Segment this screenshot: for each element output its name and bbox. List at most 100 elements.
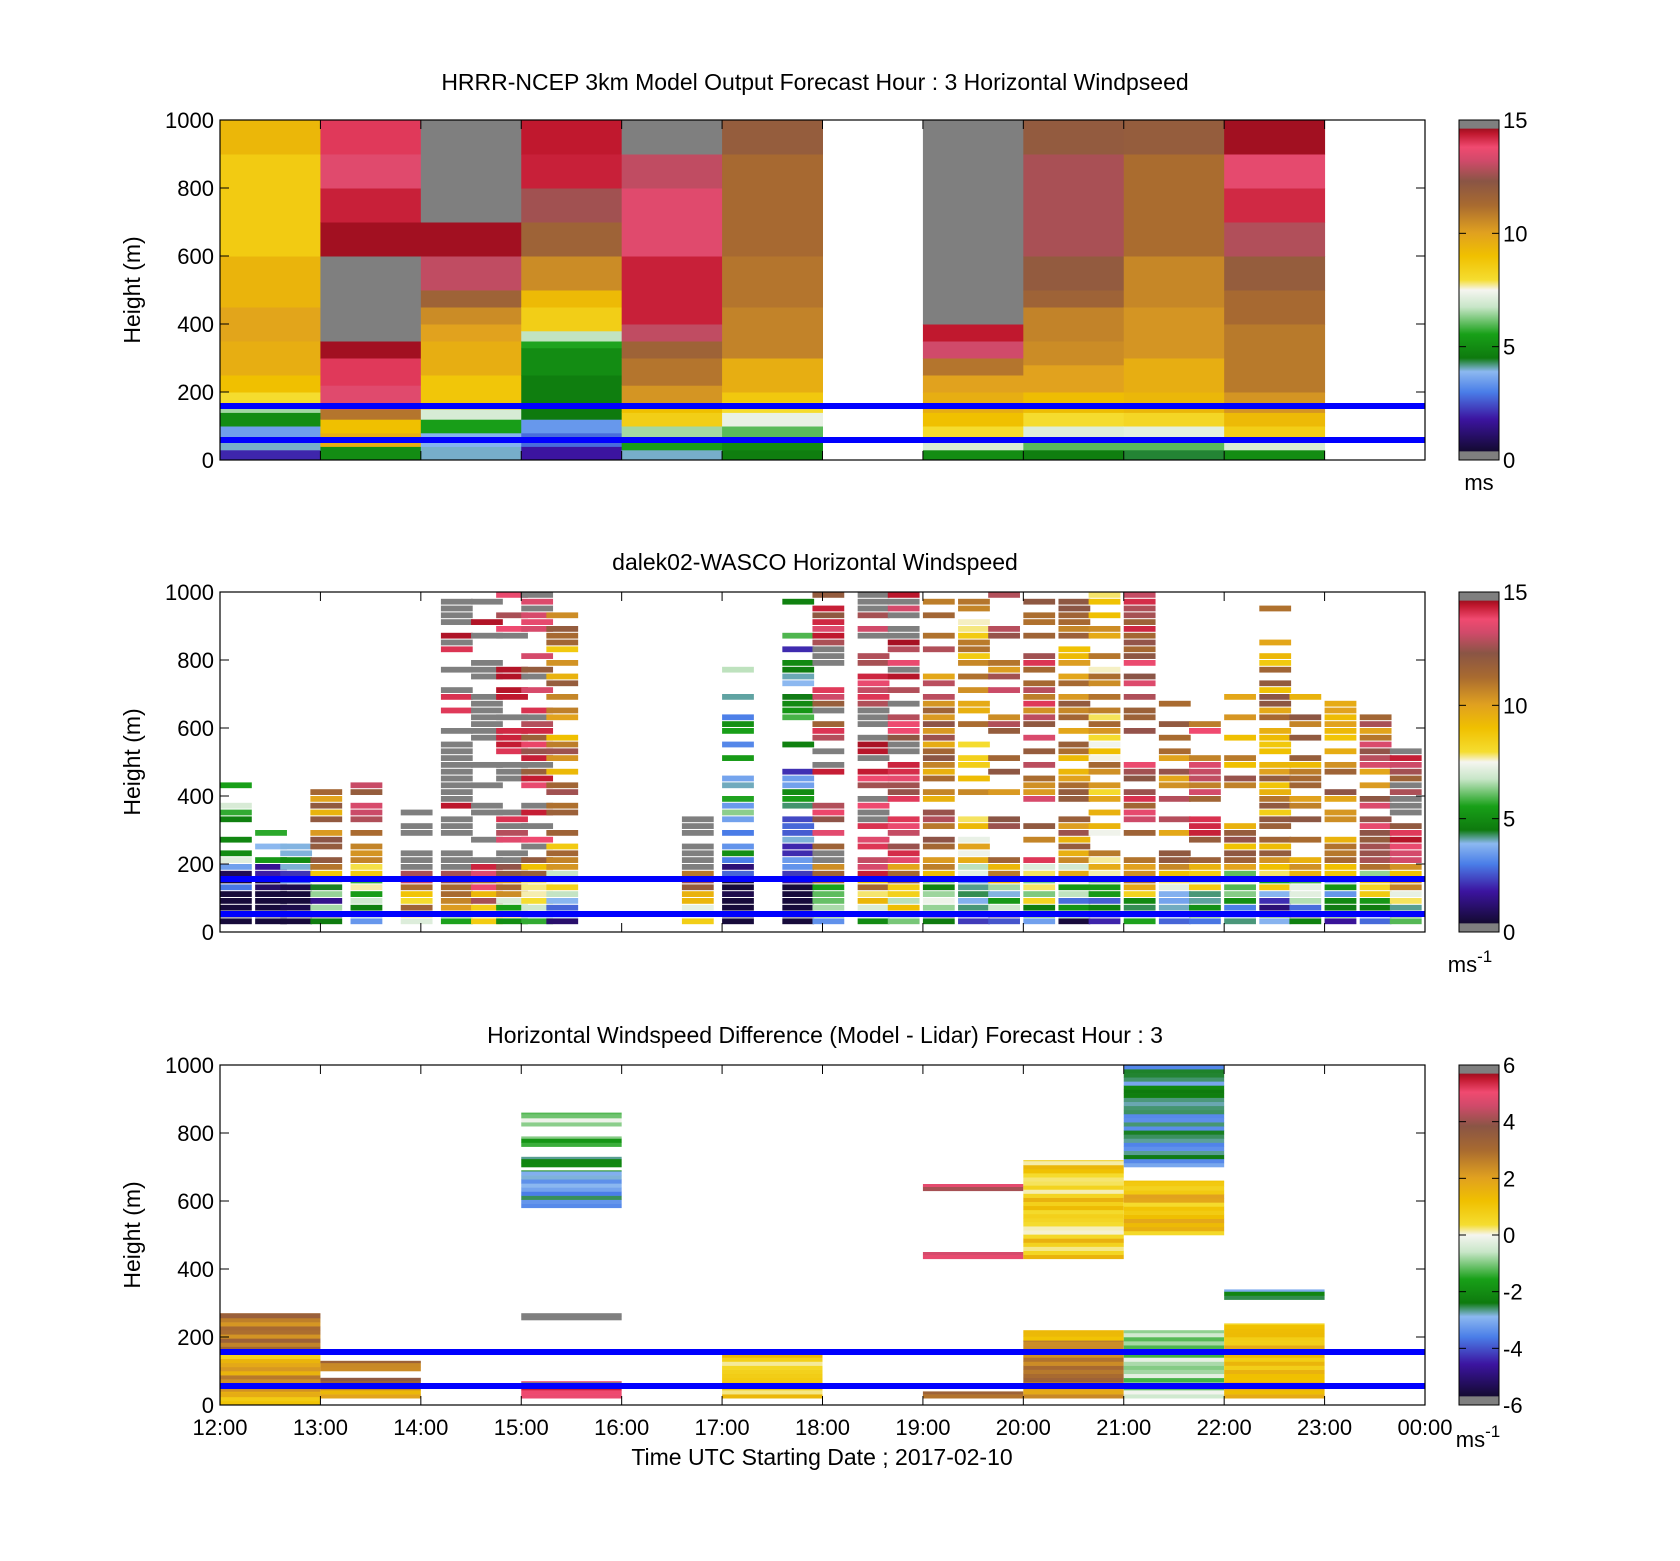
colorbar-tick-label: 5: [1503, 335, 1515, 360]
heatmap-cell: [1224, 439, 1326, 451]
heatmap-cell: [1224, 1365, 1325, 1370]
heatmap-cell: [1123, 1194, 1225, 1199]
heatmap-cell: [1088, 728, 1121, 734]
colorbar-tick-label: 15: [1503, 580, 1527, 605]
heatmap-cell: [887, 673, 920, 680]
heatmap-cell: [857, 632, 890, 639]
heatmap-cell: [922, 341, 1024, 359]
heatmap-cell: [722, 830, 754, 836]
heatmap-cell: [782, 836, 815, 843]
heatmap-cell: [220, 1371, 321, 1376]
heatmap-cell: [521, 653, 554, 659]
heatmap-cell: [1123, 1365, 1225, 1370]
heatmap-cell: [1359, 823, 1392, 829]
heatmap-cell: [722, 1390, 823, 1395]
heatmap-cell: [621, 358, 723, 386]
heatmap-cell: [471, 694, 503, 700]
heatmap-cell: [812, 768, 845, 775]
heatmap-cell: [496, 748, 528, 755]
heatmap-cell: [521, 1142, 622, 1147]
heatmap-cell: [471, 700, 503, 707]
heatmap-cell: [1123, 1394, 1225, 1399]
heatmap-cell: [521, 755, 554, 761]
heatmap-cell: [1389, 755, 1422, 761]
heatmap-cell: [887, 843, 920, 850]
heatmap-cell: [320, 1360, 421, 1364]
heatmap-cell: [471, 870, 503, 877]
heatmap-cell: [1158, 734, 1191, 741]
heatmap-cell: [722, 796, 754, 802]
heatmap-cell: [812, 619, 845, 625]
heatmap-cell: [1224, 1324, 1325, 1330]
heatmap-cell: [1259, 775, 1292, 782]
heatmap-cell: [887, 728, 920, 734]
heatmap-cell: [521, 721, 554, 727]
heatmap-cell: [1023, 1361, 1124, 1366]
heatmap-cell: [782, 830, 815, 836]
heatmap-cell: [546, 830, 579, 836]
heatmap-cell: [310, 918, 343, 925]
heatmap-cell: [958, 598, 990, 605]
heatmap-cell: [1389, 904, 1422, 911]
heatmap-cell: [1224, 1291, 1325, 1296]
heatmap-cell: [521, 592, 554, 598]
heatmap-cell: [857, 782, 890, 789]
heatmap-cell: [471, 707, 503, 714]
heatmap-cell: [1023, 1226, 1124, 1231]
heatmap-cell: [1088, 891, 1121, 897]
heatmap-cell: [1189, 816, 1221, 823]
heatmap-cell: [1123, 891, 1156, 897]
heatmap-cell: [1023, 734, 1056, 741]
heatmap-cell: [1123, 762, 1156, 768]
heatmap-cell: [922, 857, 955, 863]
heatmap-cell: [1289, 768, 1322, 775]
heatmap-cell: [722, 898, 754, 904]
heatmap-cell: [1224, 898, 1256, 904]
heatmap-cell: [812, 605, 845, 612]
heatmap-cell: [1224, 222, 1326, 257]
heatmap-cells-model: [220, 120, 1326, 461]
heatmap-cell: [1259, 734, 1292, 741]
heatmap-cell: [521, 1136, 622, 1139]
heatmap-cell: [496, 918, 528, 925]
heatmap-cell: [958, 653, 990, 659]
heatmap-cell: [922, 870, 955, 877]
heatmap-cell: [958, 639, 990, 646]
heatmap-cell: [812, 646, 845, 653]
heatmap-cell: [1324, 789, 1357, 795]
heatmap-cell: [1123, 728, 1156, 734]
heatmap-cell: [958, 836, 990, 843]
heatmap-cell: [1123, 120, 1225, 155]
heatmap-cell: [857, 687, 890, 693]
heatmap-cell: [1058, 857, 1091, 863]
heatmap-cell: [722, 426, 823, 441]
heatmap-cell: [1123, 1181, 1225, 1187]
heatmap-cell: [310, 796, 343, 802]
heatmap-cell: [922, 918, 955, 925]
heatmap-cell: [857, 653, 890, 659]
heatmap-cell: [1058, 843, 1091, 850]
heatmap-cell: [310, 864, 343, 870]
heatmap-cell: [1189, 870, 1221, 877]
heatmap-cell: [812, 639, 845, 646]
heatmap-cell: [722, 870, 754, 877]
heatmap-cell: [1123, 898, 1156, 904]
heatmap-cell: [681, 870, 714, 877]
heatmap-cell: [922, 375, 1024, 393]
heatmap-cell: [471, 857, 503, 863]
heatmap-cell: [400, 864, 433, 870]
heatmap-cell: [1324, 768, 1357, 775]
x-tick-label: 19:00: [895, 1415, 950, 1440]
heatmap-cell: [1023, 891, 1056, 897]
y-tick-label: 0: [202, 1393, 214, 1418]
heatmap-cell: [1359, 857, 1392, 863]
heatmap-cell: [350, 802, 383, 809]
heatmap-cell: [1259, 694, 1292, 700]
heatmap-cell: [496, 836, 528, 843]
heatmap-cell: [988, 789, 1020, 795]
heatmap-cell: [1123, 1081, 1225, 1086]
heatmap-cell: [1259, 789, 1292, 795]
heatmap-cell: [1289, 734, 1322, 741]
heatmap-cell: [440, 755, 473, 761]
heatmap-cell: [280, 891, 313, 897]
